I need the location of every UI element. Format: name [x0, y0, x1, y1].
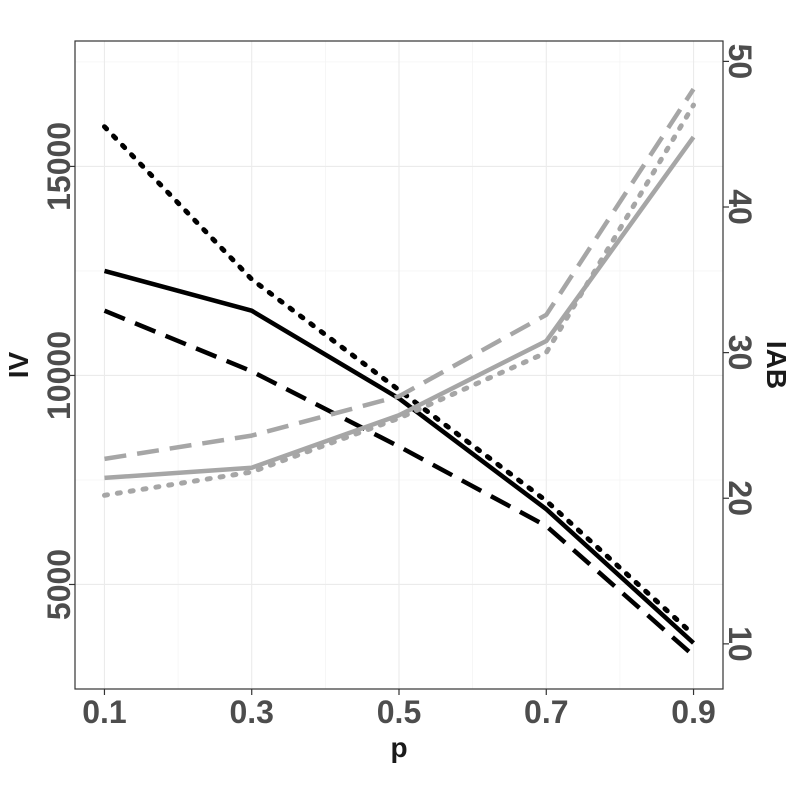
x-tick-label: 0.7 [524, 694, 568, 730]
y-left-tick-label: 10000 [41, 331, 77, 420]
x-tick-label: 0.9 [671, 694, 715, 730]
series-line-5 [102, 102, 696, 498]
axis-ticks [69, 60, 729, 695]
y-right-tick-label: 20 [722, 480, 758, 516]
series-line-4 [104, 87, 696, 462]
x-tick-label: 0.1 [82, 694, 126, 730]
x-tick-label: 0.5 [377, 694, 421, 730]
grid-major [75, 41, 723, 689]
y-right-tick-label: 30 [722, 335, 758, 371]
y-right-tick-label: 10 [722, 626, 758, 662]
series-layer [102, 87, 696, 658]
series-line-1 [103, 308, 695, 658]
y-left-tick-label: 15000 [41, 122, 77, 211]
y-right-tick-label: 50 [722, 44, 758, 80]
tick-labels: 0.1 0.3 0.5 0.7 0.9 5000 10000 15000 10 20 30 40 50 [41, 44, 758, 730]
y-left-axis-title: IV [3, 351, 34, 378]
x-tick-label: 0.3 [229, 694, 273, 730]
y-right-axis-title: IAB [761, 341, 792, 389]
y-left-tick-label: 5000 [41, 549, 77, 620]
series-line-2 [102, 124, 696, 638]
x-axis-title: p [390, 732, 407, 763]
y-right-tick-label: 40 [722, 189, 758, 225]
